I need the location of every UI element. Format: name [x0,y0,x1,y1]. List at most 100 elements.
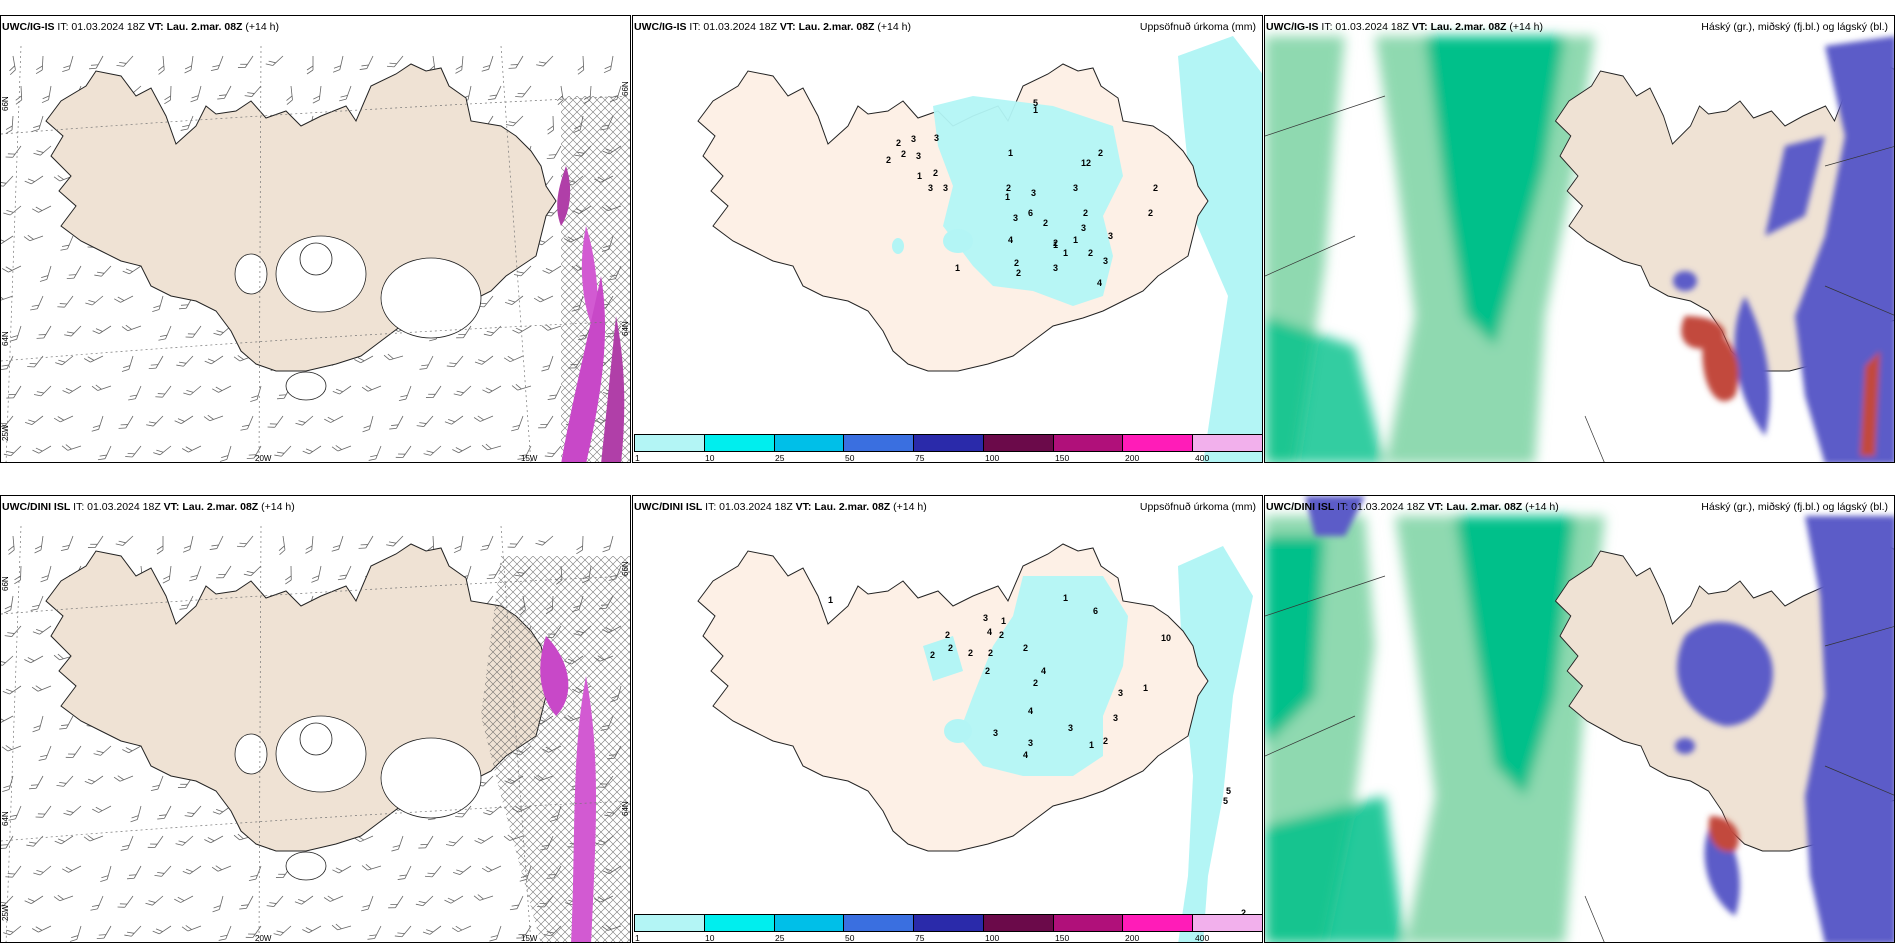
colorbar-label: 1 [635,933,640,943]
precip-value: 2 [1088,248,1093,258]
wind-barb [482,380,502,396]
wind-barb [69,923,82,942]
panel-dini-cloud: UWC/DINI ISL IT: 01.03.2024 18Z VT: Lau.… [1264,495,1895,943]
wind-barb [175,831,194,849]
wind-barb [294,890,314,907]
wind-barb [188,563,202,584]
wind-barb [1,739,22,753]
wind-barb [508,52,524,72]
wind-barb [84,291,104,308]
lat-label: 66N [621,561,630,576]
wind-barb [514,81,532,101]
lat-label: 66N [1,576,10,591]
wind-barb [367,922,382,942]
wind-barb [295,411,314,429]
precip-value: 4 [987,627,992,637]
wind-barb [84,770,104,787]
wind-barb [61,860,82,875]
wind-barb [13,565,22,585]
wind-barb [38,743,52,764]
wind-barb [36,322,52,342]
wind-barb [181,440,202,455]
colorbar-label: 150 [1055,453,1070,463]
precip-value: 1 [1063,248,1068,258]
colorbar-label: 50 [845,933,855,943]
wind-barb [32,620,52,637]
wind-barb [338,83,352,104]
wind-barb [1,260,22,275]
precip-value: 1 [1063,593,1068,603]
wind-barb [32,861,52,878]
wind-barb [56,771,74,790]
precip-value: 2 [968,648,973,658]
wind-barb [60,233,74,253]
wind-barb [511,379,532,392]
wind-barb [61,53,74,74]
colorbar-label: 25 [775,453,785,463]
wind-barb [56,291,74,311]
precip-value: 2 [1016,268,1021,278]
colorbar-segment [1053,915,1124,931]
wind-barb [312,84,322,105]
wind-barb [419,352,434,373]
wind-barb [61,439,82,452]
wind-barb [444,410,464,427]
wind-barb [236,531,254,551]
precip-value: 3 [934,133,939,143]
wind-barb [358,532,374,552]
wind-barb [453,534,464,555]
wind-barb [53,889,74,903]
wind-barb [162,564,172,585]
wind-barb [6,55,17,76]
precip-value: 2 [901,149,906,159]
wind-barb [331,439,352,453]
panel-header: UWC/IG-IS IT: 01.03.2024 18Z VT: Lau. 2.… [1266,21,1543,33]
wind-barb [63,801,82,819]
wind-barb [301,920,322,936]
wind-barb [542,260,562,276]
precip-value: 2 [1098,148,1103,158]
wind-barb [446,351,464,371]
wind-barb [179,592,194,613]
precip-value: 3 [1053,263,1058,273]
panel-header: UWC/DINI ISL IT: 01.03.2024 18Z VT: Lau.… [634,501,927,513]
wind-barb [156,55,165,75]
wind-barb [150,773,164,794]
wind-barb [218,923,232,942]
wind-barb [4,621,22,640]
precip-value: 1 [1033,105,1038,115]
wind-barb [66,262,82,282]
wind-barb [182,381,202,398]
map-title: Uppsöfnuð úrkoma (mm) [1139,21,1256,33]
wind-barb [394,921,412,941]
colorbar-label: 75 [915,453,925,463]
wind-barb [474,350,494,368]
wind-barb [24,410,44,428]
precip-value: 3 [1031,188,1036,198]
wind-barb [163,85,172,105]
wind-barb [244,81,262,100]
wind-barb [2,920,22,938]
wind-barb [1,773,14,794]
wind-barb [91,379,112,393]
wind-barb [383,349,404,362]
wind-barb [4,861,22,881]
wind-barb [541,319,562,332]
wind-barb [87,532,104,552]
wind-barb [417,832,434,852]
wind-barb [173,890,194,905]
colorbar-segment [1123,915,1194,931]
colorbar-segment [914,915,984,931]
precip-value: 2 [930,650,935,660]
precip-value: 1 [1089,740,1094,750]
wind-barb [331,919,352,932]
lat-label: 64N [621,321,630,336]
wind-barb [174,410,194,427]
colorbar-label: 100 [985,933,1000,943]
wind-barb [40,564,52,584]
wind-barb [60,533,74,554]
precip-value: 2 [886,155,891,165]
wind-barb [115,531,134,549]
cloud-map [1265,496,1894,942]
wind-barb [331,533,344,554]
